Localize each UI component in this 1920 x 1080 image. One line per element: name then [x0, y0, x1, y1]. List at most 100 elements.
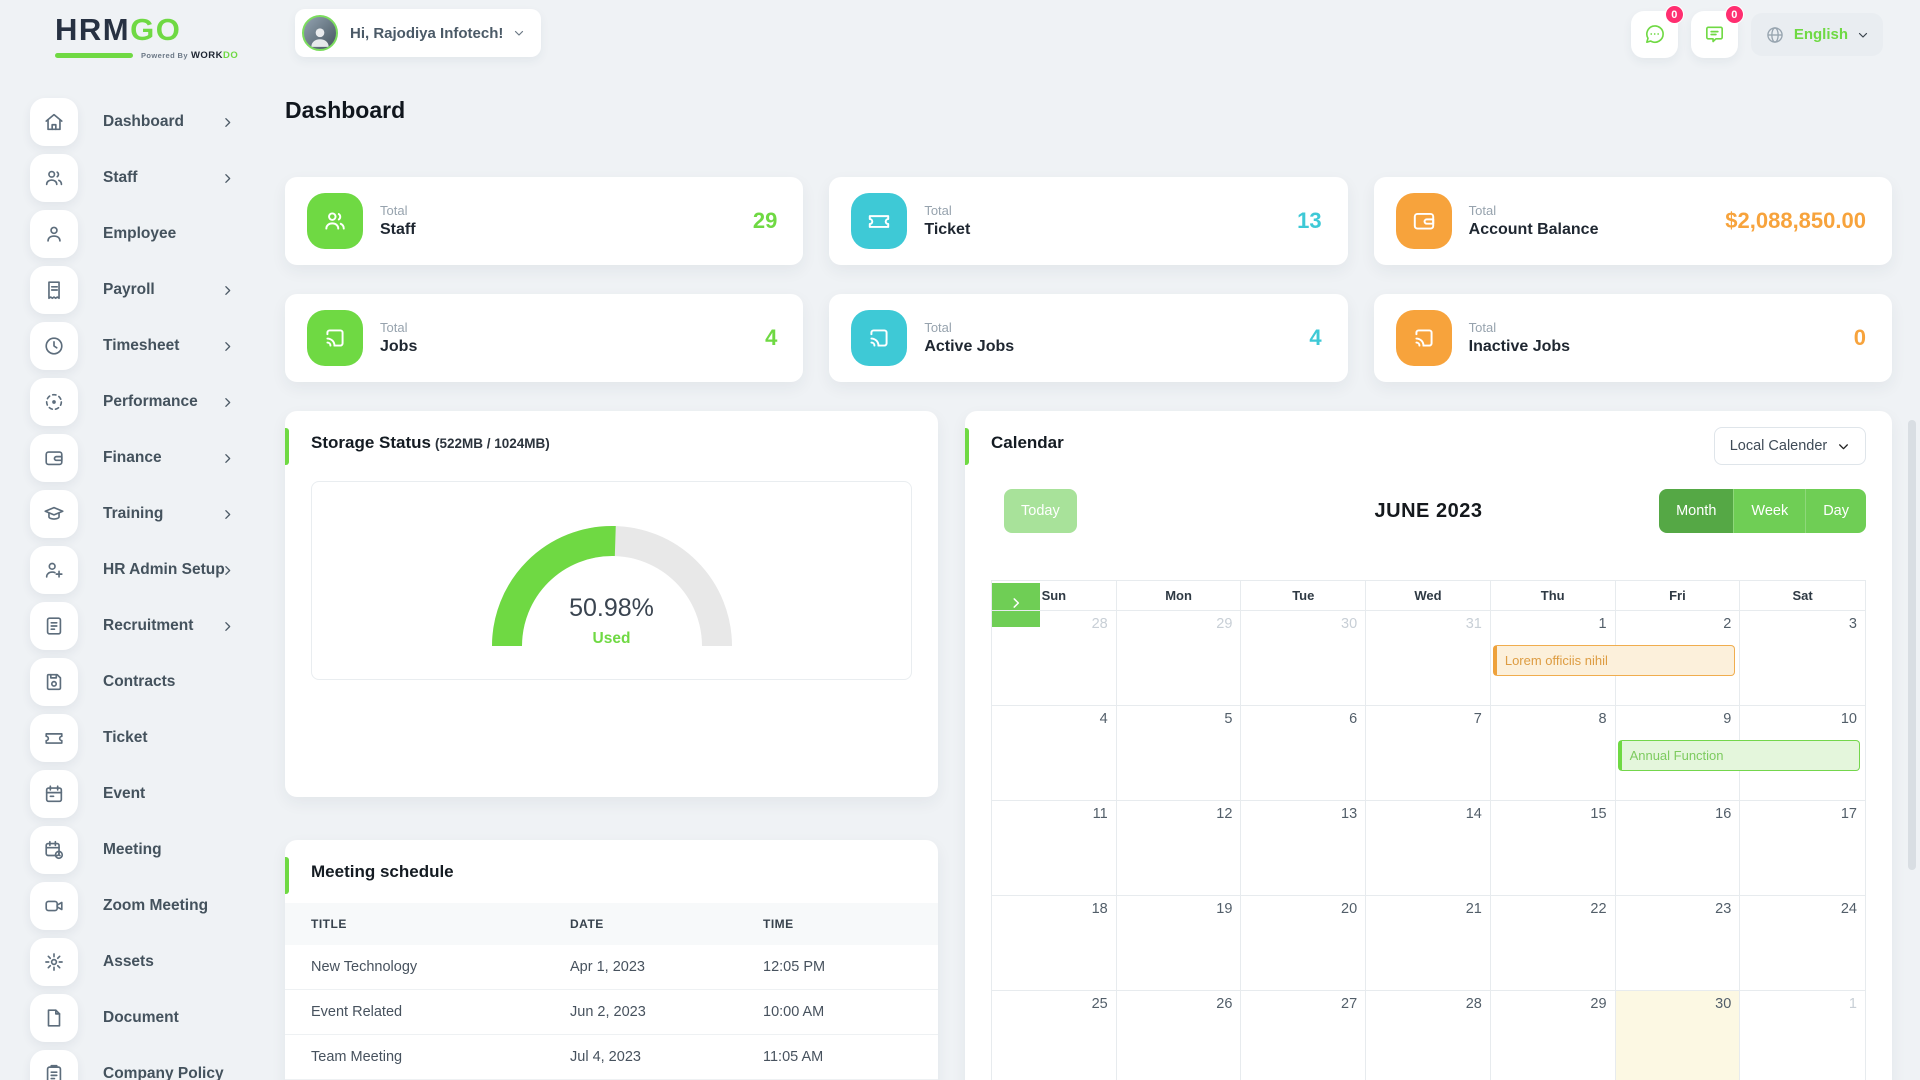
calendar-day-cell[interactable]: 25	[992, 991, 1117, 1080]
gear-icon	[45, 953, 63, 971]
calendar-view-switch: Month Week Day	[1659, 489, 1866, 533]
chevron-right-icon	[221, 508, 234, 521]
sidebar-item-company-policy[interactable]: Company Policy	[0, 1046, 285, 1080]
calendar-day-cell[interactable]: 30	[1615, 991, 1741, 1080]
calendar-event[interactable]: Annual Function	[1617, 740, 1860, 771]
today-button[interactable]: Today	[1004, 489, 1077, 533]
calendar-day-cell[interactable]: 10	[1740, 706, 1865, 801]
chevron-right-icon	[221, 340, 234, 353]
sidebar-item-hr-admin-setup[interactable]: HR Admin Setup	[0, 542, 285, 598]
messages-button[interactable]: 0	[1630, 5, 1684, 58]
sidebar-item-document[interactable]: Document	[0, 990, 285, 1046]
sidebar-item-payroll[interactable]: Payroll	[0, 262, 285, 318]
cast-icon	[1395, 310, 1452, 366]
language-label: English	[1793, 26, 1848, 43]
calendar-day-cell[interactable]: 8	[1490, 706, 1616, 801]
calendar-day-cell[interactable]: 6	[1241, 706, 1367, 801]
chevron-right-icon	[225, 509, 231, 519]
sidebar-item-label: Recruitment	[103, 617, 194, 634]
stat-label: Ticket	[924, 221, 971, 238]
ticket-icon	[851, 193, 908, 249]
sidebar-item-training[interactable]: Training	[0, 486, 285, 542]
stat-label: Staff	[380, 221, 416, 238]
calendar-day-cell[interactable]: 16	[1615, 801, 1741, 896]
calendar-day-cell[interactable]: 7	[1366, 706, 1491, 801]
cast-icon	[1415, 329, 1433, 347]
sidebar-item-performance[interactable]: Performance	[0, 374, 285, 430]
calendar-day-cell[interactable]: 26	[1117, 991, 1242, 1080]
view-week-button[interactable]: Week	[1733, 489, 1806, 533]
language-selector[interactable]: English	[1750, 13, 1883, 56]
calendar-day-cell[interactable]: 24	[1740, 896, 1865, 991]
user-icon	[30, 210, 78, 258]
sidebar-item-employee[interactable]: Employee	[0, 206, 285, 262]
calendar-day-cell[interactable]: 13	[1241, 801, 1367, 896]
sidebar-item-timesheet[interactable]: Timesheet	[0, 318, 285, 374]
chevron-down-icon	[1839, 443, 1849, 449]
sidebar-item-assets[interactable]: Assets	[0, 934, 285, 990]
chevron-right-icon	[225, 117, 231, 127]
chevron-down-icon	[1857, 29, 1869, 41]
calendar-day-cell[interactable]: 17	[1740, 801, 1865, 896]
calendar-day-cell[interactable]: 19	[1116, 896, 1242, 991]
logo-text: HRMGO	[55, 12, 182, 47]
calendar-day-cell[interactable]: 31	[1366, 611, 1491, 706]
calendar-day-cell[interactable]: 11	[992, 801, 1117, 896]
sidebar-item-dashboard[interactable]: Dashboard	[0, 94, 285, 150]
sidebar-item-staff[interactable]: Staff	[0, 150, 285, 206]
calendar-day-cell[interactable]: 27	[1241, 991, 1367, 1080]
calendar-day-cell[interactable]: 28	[1366, 991, 1491, 1080]
calendar-day-cell[interactable]: 3	[1740, 611, 1865, 706]
notifications-button[interactable]: 0	[1690, 5, 1744, 58]
calendar-event[interactable]: Lorem officiis nihil	[1492, 645, 1736, 676]
sidebar-item-ticket[interactable]: Ticket	[0, 710, 285, 766]
users-icon	[325, 212, 345, 230]
sidebar-item-zoom-meeting[interactable]: Zoom Meeting	[0, 878, 285, 934]
avatar	[302, 15, 338, 51]
sidebar-item-contracts[interactable]: Contracts	[0, 654, 285, 710]
calendar-day-cell[interactable]: 5	[1116, 706, 1242, 801]
sidebar-item-recruitment[interactable]: Recruitment	[0, 598, 285, 654]
calendar-day-cell[interactable]: 29	[1116, 611, 1242, 706]
app-logo[interactable]: HRMGO Powered By WORKDO	[55, 14, 238, 61]
calendar-day-cell[interactable]: 15	[1490, 801, 1616, 896]
user-menu[interactable]: Hi, Rajodiya Infotech!	[295, 9, 542, 57]
chevron-right-icon	[221, 452, 234, 465]
stat-label: Jobs	[380, 338, 418, 355]
stat-top-label: Total	[924, 320, 952, 335]
calendar-day-cell[interactable]: 2	[1615, 611, 1741, 706]
calendar-day-cell[interactable]: 21	[1366, 896, 1491, 991]
stat-card-account-balance: Total Account Balance $2,088,850.00	[1373, 177, 1892, 265]
cast-icon	[870, 329, 888, 347]
sidebar-item-label: Finance	[103, 449, 162, 466]
logo-tagline: Powered By WORKDO	[55, 50, 238, 61]
view-day-button[interactable]: Day	[1805, 489, 1866, 533]
calendar-day-cell[interactable]: 29	[1491, 991, 1616, 1080]
clipboard-icon	[46, 1064, 62, 1080]
sidebar-item-event[interactable]: Event	[0, 766, 285, 822]
calendar-day-cell[interactable]: 14	[1366, 801, 1491, 896]
calendar-title: Calendar	[991, 433, 1064, 452]
page-scrollbar[interactable]	[1908, 420, 1916, 870]
calendar-day-cell[interactable]: 4	[992, 706, 1117, 801]
calendar-clock-icon	[45, 840, 64, 860]
meeting-col-date: DATE	[570, 903, 763, 945]
gauge-chart	[491, 525, 732, 646]
calendar-day-cell[interactable]: 23	[1615, 896, 1741, 991]
calendar-source-select[interactable]: Local Calender	[1714, 427, 1866, 465]
calendar-day-cell[interactable]: 20	[1241, 896, 1367, 991]
calendar-day-cell[interactable]: 12	[1116, 801, 1242, 896]
sidebar-item-finance[interactable]: Finance	[0, 430, 285, 486]
view-month-button[interactable]: Month	[1659, 489, 1734, 533]
sidebar-item-label: Company Policy	[103, 1065, 224, 1080]
sidebar-item-meeting[interactable]: Meeting	[0, 822, 285, 878]
chevron-right-icon	[221, 396, 234, 409]
calendar-day-cell[interactable]: 1	[1740, 991, 1865, 1080]
calendar-day-cell[interactable]: 30	[1241, 611, 1367, 706]
calendar-day-cell[interactable]: 18	[992, 896, 1117, 991]
calendar-day-cell[interactable]: 28	[992, 611, 1117, 706]
stat-card-jobs: Total Jobs 4	[285, 294, 804, 382]
cast-icon	[326, 329, 344, 347]
calendar-day-cell[interactable]: 22	[1490, 896, 1616, 991]
stat-value: 4	[1309, 325, 1322, 350]
